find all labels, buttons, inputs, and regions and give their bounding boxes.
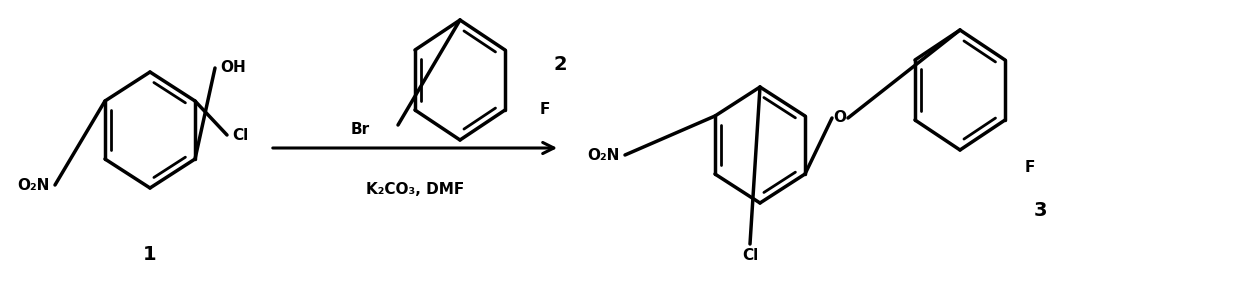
Text: O₂N: O₂N	[17, 177, 50, 192]
Text: O₂N: O₂N	[587, 147, 620, 162]
Text: Cl: Cl	[742, 248, 758, 263]
Text: 2: 2	[553, 56, 566, 75]
Text: OH: OH	[221, 60, 245, 75]
Text: O: O	[834, 111, 846, 126]
Text: Br: Br	[351, 122, 370, 137]
Text: 1: 1	[144, 245, 157, 264]
Text: Cl: Cl	[232, 128, 248, 143]
Text: 3: 3	[1033, 200, 1047, 219]
Text: F: F	[540, 103, 550, 118]
Text: F: F	[1025, 160, 1036, 175]
Text: K₂CO₃, DMF: K₂CO₃, DMF	[366, 183, 465, 198]
